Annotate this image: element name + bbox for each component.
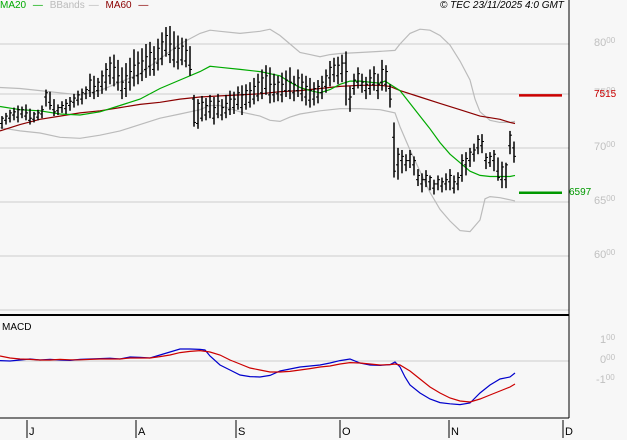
ma20-line bbox=[0, 65, 516, 178]
grid-lines bbox=[0, 43, 569, 362]
bollinger-bands bbox=[0, 28, 516, 233]
x-tick-label: D bbox=[565, 426, 573, 438]
x-tick-label: O bbox=[342, 426, 351, 438]
macd-tick-label: 100 bbox=[600, 333, 616, 346]
macd-lines bbox=[0, 348, 516, 406]
x-tick-label: A bbox=[138, 426, 146, 438]
ma60-line bbox=[0, 84, 516, 132]
x-tick-label: S bbox=[238, 426, 246, 438]
chart-frame bbox=[0, 0, 570, 419]
x-axis-ticks bbox=[26, 420, 564, 438]
macd-tick-label: 000 bbox=[600, 353, 616, 366]
macd-tick-label: -100 bbox=[596, 373, 615, 386]
price-tick-label: 7500 bbox=[594, 86, 616, 99]
x-tick-label: N bbox=[451, 426, 459, 438]
macd-label: MACD bbox=[2, 322, 32, 333]
price-tick-label: 6000 bbox=[594, 248, 616, 261]
legend-ma20: MA20 — bbox=[0, 0, 43, 11]
pivot-label-resistance: 7515 bbox=[594, 89, 617, 101]
price-tick-label: 8000 bbox=[594, 36, 616, 49]
price-tick-label: 6500 bbox=[594, 194, 616, 207]
x-tick-label: J bbox=[29, 426, 35, 438]
copyright-text: © TEC 23/11/2025 4:0 GMT bbox=[440, 0, 564, 11]
price-tick-label: 7000 bbox=[594, 140, 616, 153]
pivot-lines bbox=[519, 94, 562, 194]
legend: MA20 — BBands — MA60 — bbox=[0, 0, 152, 12]
legend-ma60: MA60 — bbox=[105, 0, 149, 11]
legend-bbands: BBands — bbox=[49, 0, 99, 11]
pivot-label-support: 6597 bbox=[569, 186, 592, 198]
ohlc-bars bbox=[0, 25, 516, 195]
